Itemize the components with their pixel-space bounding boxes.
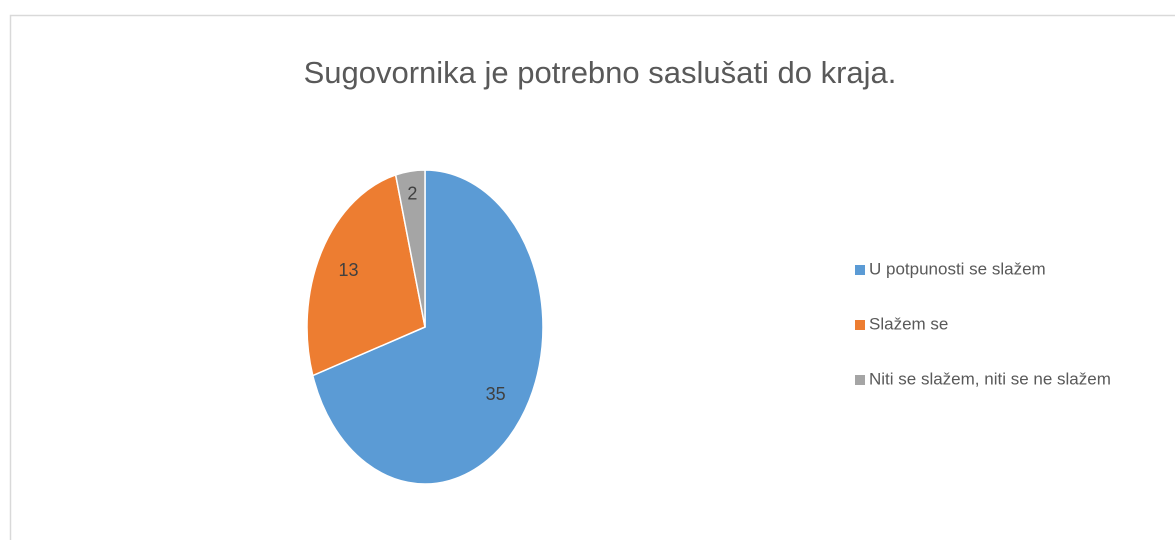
chart-frame	[9, 14, 1175, 540]
legend-label: Slažem se	[869, 314, 948, 333]
legend-marker	[855, 375, 865, 385]
chart-title: Sugovornika je potrebno saslušati do kra…	[304, 55, 897, 90]
data-label: 13	[338, 260, 358, 280]
legend-marker	[855, 265, 865, 275]
pie-slice	[311, 169, 544, 485]
pie-slice	[306, 173, 426, 377]
pie-slice	[394, 169, 426, 328]
legend-label: Niti se slažem, niti se ne slažem	[869, 369, 1111, 388]
legend-marker	[855, 320, 865, 330]
legend-label: U potpunosti se slažem	[869, 259, 1046, 278]
data-label: 2	[407, 183, 417, 203]
data-label: 35	[486, 384, 506, 404]
